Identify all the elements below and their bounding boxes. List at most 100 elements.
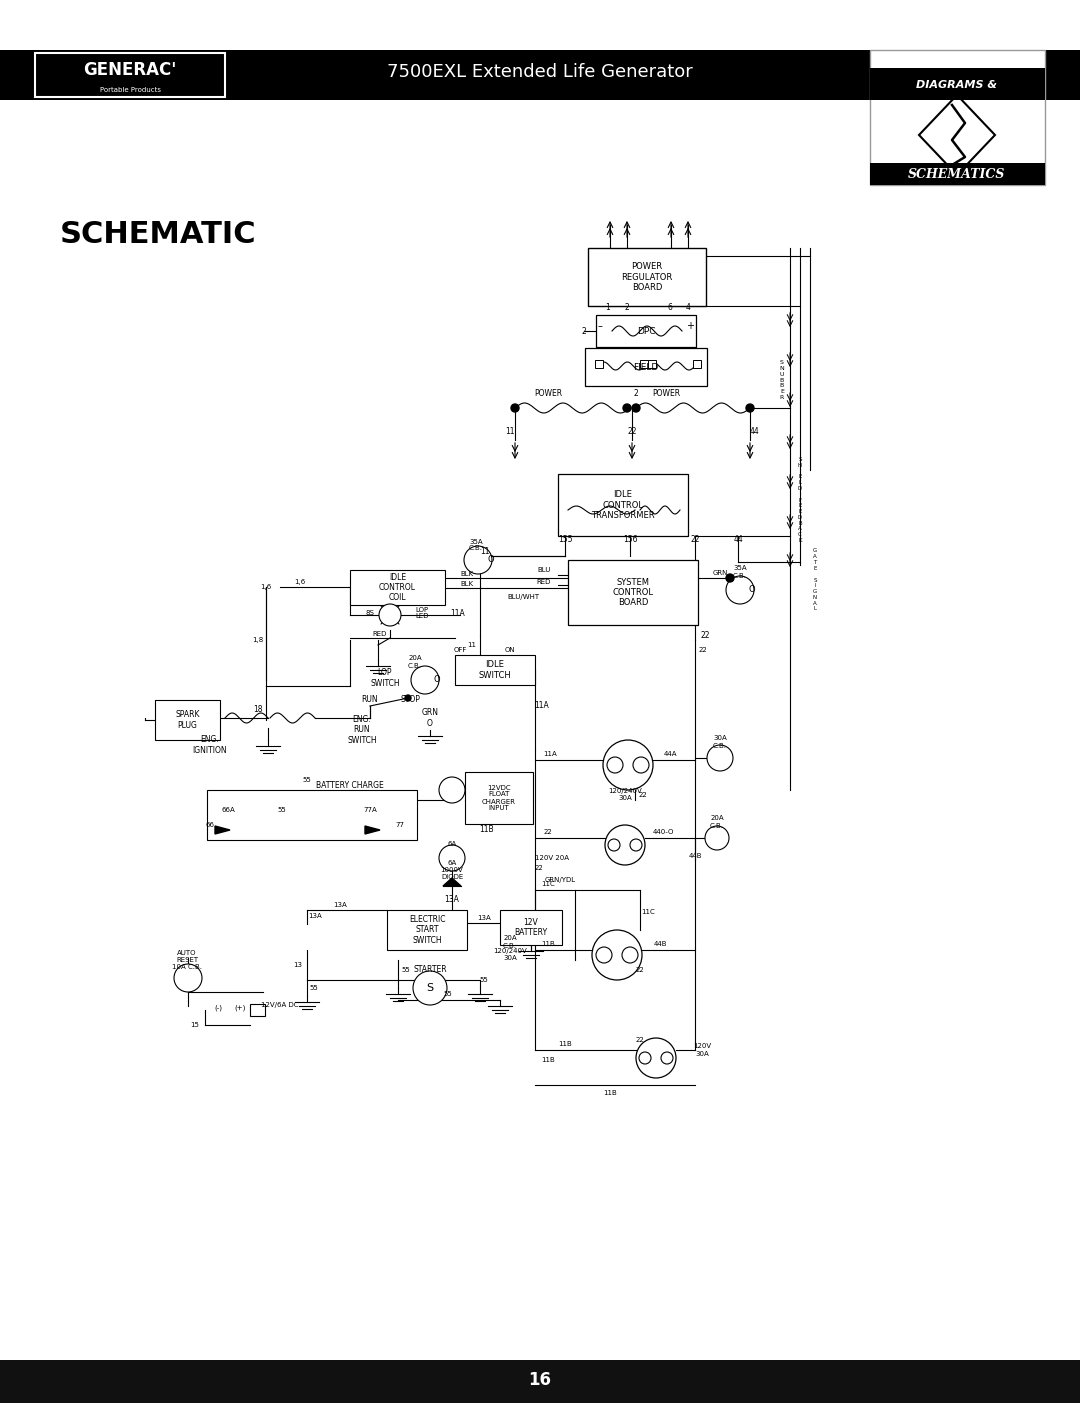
Text: IDLE
CONTROL
COIL: IDLE CONTROL COIL bbox=[379, 572, 416, 602]
Text: 120/240V
30A: 120/240V 30A bbox=[494, 948, 527, 961]
Text: S
N
U
B
B
E
R: S N U B B E R bbox=[780, 361, 784, 400]
Polygon shape bbox=[365, 826, 380, 833]
Text: STOP: STOP bbox=[400, 696, 420, 704]
Text: O: O bbox=[748, 585, 755, 595]
Bar bbox=[156, 700, 220, 739]
Text: Portable Products: Portable Products bbox=[99, 87, 161, 93]
Text: 55: 55 bbox=[402, 967, 410, 974]
Text: 55: 55 bbox=[278, 807, 286, 812]
Text: 12V
BATTERY: 12V BATTERY bbox=[514, 918, 548, 937]
Text: 66: 66 bbox=[205, 822, 215, 828]
Text: O: O bbox=[488, 556, 495, 564]
Text: 55: 55 bbox=[444, 991, 453, 998]
Text: 11B: 11B bbox=[541, 1056, 555, 1063]
Text: LOP
LED: LOP LED bbox=[415, 606, 429, 620]
Text: BLU/WHT: BLU/WHT bbox=[508, 593, 540, 600]
Text: G
A
T
E
 
S
I
G
N
A
L: G A T E S I G N A L bbox=[813, 549, 818, 612]
Text: 6A
1000V
DIODE: 6A 1000V DIODE bbox=[441, 860, 463, 880]
Text: 22: 22 bbox=[699, 647, 707, 652]
Text: 44B: 44B bbox=[653, 941, 666, 947]
Text: POWER: POWER bbox=[652, 390, 680, 398]
Text: 13A: 13A bbox=[333, 902, 347, 908]
Bar bbox=[455, 655, 535, 685]
Text: ELECTRIC
START
SWITCH: ELECTRIC START SWITCH bbox=[408, 915, 445, 944]
Text: 11C: 11C bbox=[541, 881, 555, 887]
Text: RED: RED bbox=[537, 579, 551, 585]
Text: ENG.
RUN
SWITCH: ENG. RUN SWITCH bbox=[347, 716, 377, 745]
Bar bbox=[588, 248, 706, 306]
Text: DPC: DPC bbox=[637, 327, 656, 335]
Circle shape bbox=[607, 758, 623, 773]
Text: 6: 6 bbox=[667, 303, 673, 313]
Circle shape bbox=[603, 739, 653, 790]
Text: 22: 22 bbox=[636, 967, 645, 974]
Bar bbox=[693, 361, 701, 368]
Text: 13A: 13A bbox=[477, 915, 491, 920]
Bar bbox=[596, 316, 696, 347]
Text: 30A
C.B.: 30A C.B. bbox=[713, 735, 727, 748]
Circle shape bbox=[596, 947, 612, 962]
Polygon shape bbox=[443, 878, 461, 887]
Circle shape bbox=[746, 404, 754, 412]
Bar bbox=[350, 570, 445, 605]
Text: 7500EXL Extended Life Generator: 7500EXL Extended Life Generator bbox=[387, 63, 693, 81]
Text: O: O bbox=[434, 675, 441, 685]
Text: 8S: 8S bbox=[365, 610, 374, 616]
Text: POWER: POWER bbox=[534, 390, 562, 398]
Text: ENG.
IGNITION: ENG. IGNITION bbox=[192, 735, 227, 755]
Text: OFF: OFF bbox=[454, 647, 467, 652]
Text: 120/240V
30A: 120/240V 30A bbox=[608, 788, 642, 801]
Text: 1,6: 1,6 bbox=[260, 584, 272, 591]
Text: 2: 2 bbox=[634, 390, 638, 398]
Text: 1: 1 bbox=[606, 303, 610, 313]
Text: 22: 22 bbox=[700, 630, 710, 640]
Text: 2: 2 bbox=[624, 303, 630, 313]
Circle shape bbox=[636, 1038, 676, 1078]
Bar bbox=[558, 474, 688, 536]
Text: 11C: 11C bbox=[642, 909, 654, 915]
Text: IDLE
SWITCH: IDLE SWITCH bbox=[478, 661, 511, 679]
Text: (-): (-) bbox=[214, 1005, 222, 1012]
Circle shape bbox=[726, 574, 734, 582]
Text: SCHEMATIC: SCHEMATIC bbox=[60, 220, 257, 248]
Text: BLK: BLK bbox=[460, 571, 473, 577]
Text: 22: 22 bbox=[636, 1037, 645, 1042]
Text: (+): (+) bbox=[234, 1005, 245, 1012]
Bar bbox=[870, 67, 1045, 100]
Text: 1,6: 1,6 bbox=[295, 579, 306, 585]
Text: 1,8: 1,8 bbox=[253, 637, 264, 643]
Text: 12VDC
FLOAT
CHARGER
INPUT: 12VDC FLOAT CHARGER INPUT bbox=[482, 784, 516, 811]
Text: 35A
C.B.: 35A C.B. bbox=[469, 539, 483, 551]
Text: RUN: RUN bbox=[362, 696, 378, 704]
Text: 13A: 13A bbox=[308, 913, 322, 919]
Text: IDLE
CONTROL
TRANSFORMER: IDLE CONTROL TRANSFORMER bbox=[591, 490, 654, 521]
Text: 440-O: 440-O bbox=[652, 829, 674, 835]
Text: 11: 11 bbox=[468, 643, 476, 648]
Bar bbox=[387, 911, 467, 950]
Text: 55: 55 bbox=[310, 985, 319, 991]
Text: ON: ON bbox=[504, 647, 515, 652]
Bar bbox=[500, 911, 562, 946]
Circle shape bbox=[608, 839, 620, 852]
Text: LOP
SWITCH: LOP SWITCH bbox=[370, 668, 400, 687]
Bar bbox=[568, 560, 698, 624]
Polygon shape bbox=[215, 826, 230, 833]
Bar bbox=[0, 51, 1080, 100]
Text: SYSTEM
CONTROL
BOARD: SYSTEM CONTROL BOARD bbox=[612, 578, 653, 607]
Text: 11: 11 bbox=[505, 428, 515, 436]
Text: BLU: BLU bbox=[538, 567, 551, 572]
Text: 55: 55 bbox=[480, 976, 488, 984]
Text: 35A
C.B.: 35A C.B. bbox=[733, 565, 747, 578]
Text: 13: 13 bbox=[294, 962, 302, 968]
Text: –: – bbox=[597, 321, 603, 331]
Bar bbox=[207, 790, 417, 840]
Circle shape bbox=[411, 666, 438, 694]
Bar bbox=[249, 1005, 265, 1016]
Text: 11B: 11B bbox=[541, 941, 555, 947]
Text: 22: 22 bbox=[535, 866, 543, 871]
Text: 55: 55 bbox=[302, 777, 311, 783]
Text: 44: 44 bbox=[733, 536, 743, 544]
Text: BLK: BLK bbox=[460, 581, 473, 586]
Text: +: + bbox=[686, 321, 694, 331]
Circle shape bbox=[632, 404, 640, 412]
